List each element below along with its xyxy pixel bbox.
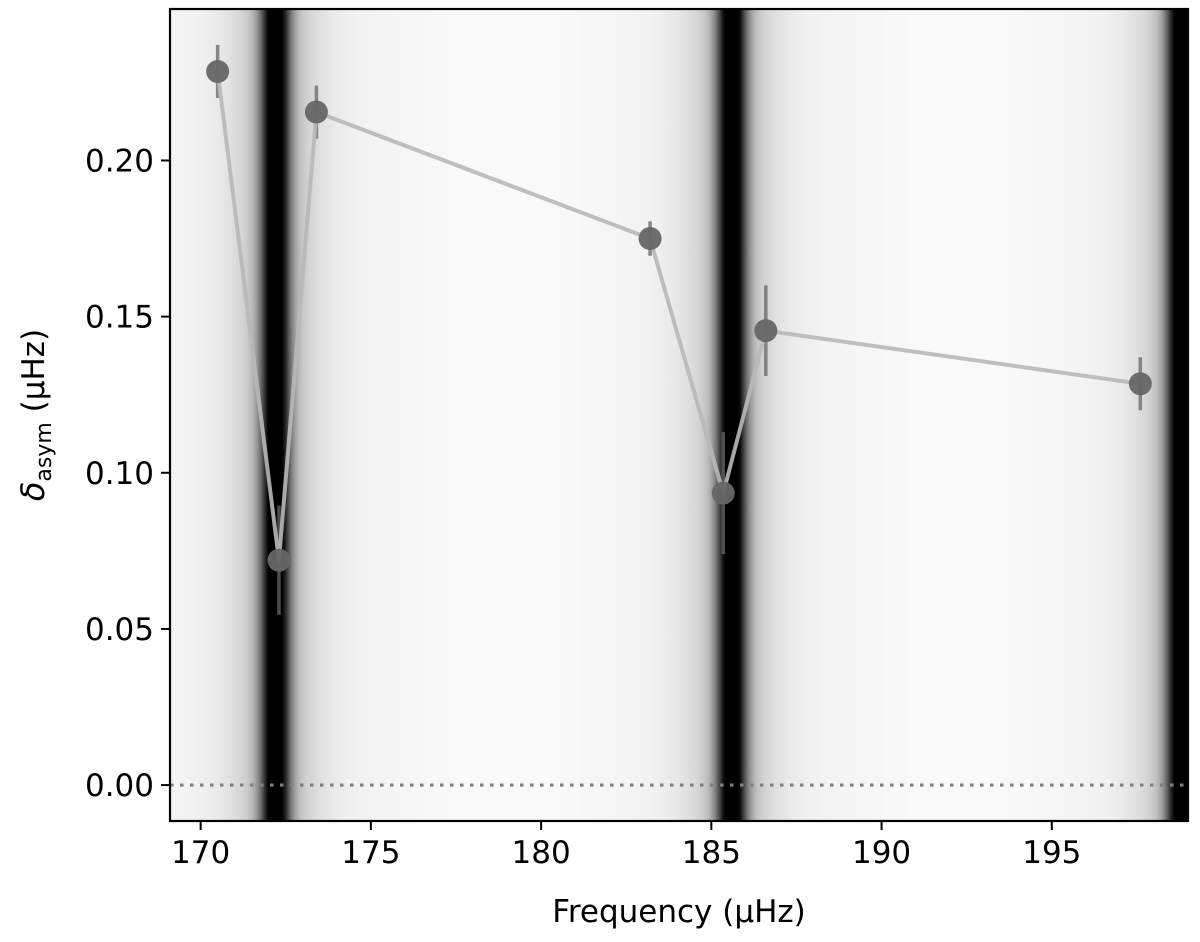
y-tick-label: 0.05 bbox=[85, 612, 154, 648]
y-axis-label: δasym (μHz) bbox=[14, 329, 57, 501]
x-tick-label: 190 bbox=[852, 835, 911, 871]
data-point bbox=[304, 100, 328, 124]
x-axis: 170 175 180 185 190 195 bbox=[171, 821, 1081, 871]
y-tick-label: 0.00 bbox=[85, 768, 154, 804]
y-axis-label-symbol: δ bbox=[14, 482, 52, 502]
data-points bbox=[206, 59, 1152, 572]
x-tick-label: 195 bbox=[1022, 835, 1081, 871]
data-point bbox=[638, 227, 662, 251]
plot-area bbox=[170, 9, 1188, 821]
x-tick-label: 175 bbox=[341, 835, 400, 871]
x-tick-label: 170 bbox=[171, 835, 230, 871]
y-tick-label: 0.20 bbox=[85, 143, 154, 179]
y-axis-label-subscript: asym bbox=[32, 422, 57, 481]
y-tick-label: 0.10 bbox=[85, 456, 154, 492]
plot-frame bbox=[168, 7, 1190, 823]
x-axis-label: Frequency (μHz) bbox=[552, 894, 806, 930]
x-tick-label: 185 bbox=[682, 835, 741, 871]
x-tick-label: 180 bbox=[512, 835, 571, 871]
y-axis: 0.00 0.05 0.10 0.15 0.20 bbox=[85, 143, 170, 804]
y-tick-label: 0.15 bbox=[85, 300, 154, 336]
data-point bbox=[267, 548, 291, 572]
data-point bbox=[754, 319, 778, 343]
data-point bbox=[1128, 372, 1152, 396]
y-axis-label-unit: (μHz) bbox=[16, 329, 52, 422]
data-point bbox=[206, 59, 230, 83]
background-shading bbox=[170, 9, 1188, 821]
data-point bbox=[711, 481, 735, 505]
